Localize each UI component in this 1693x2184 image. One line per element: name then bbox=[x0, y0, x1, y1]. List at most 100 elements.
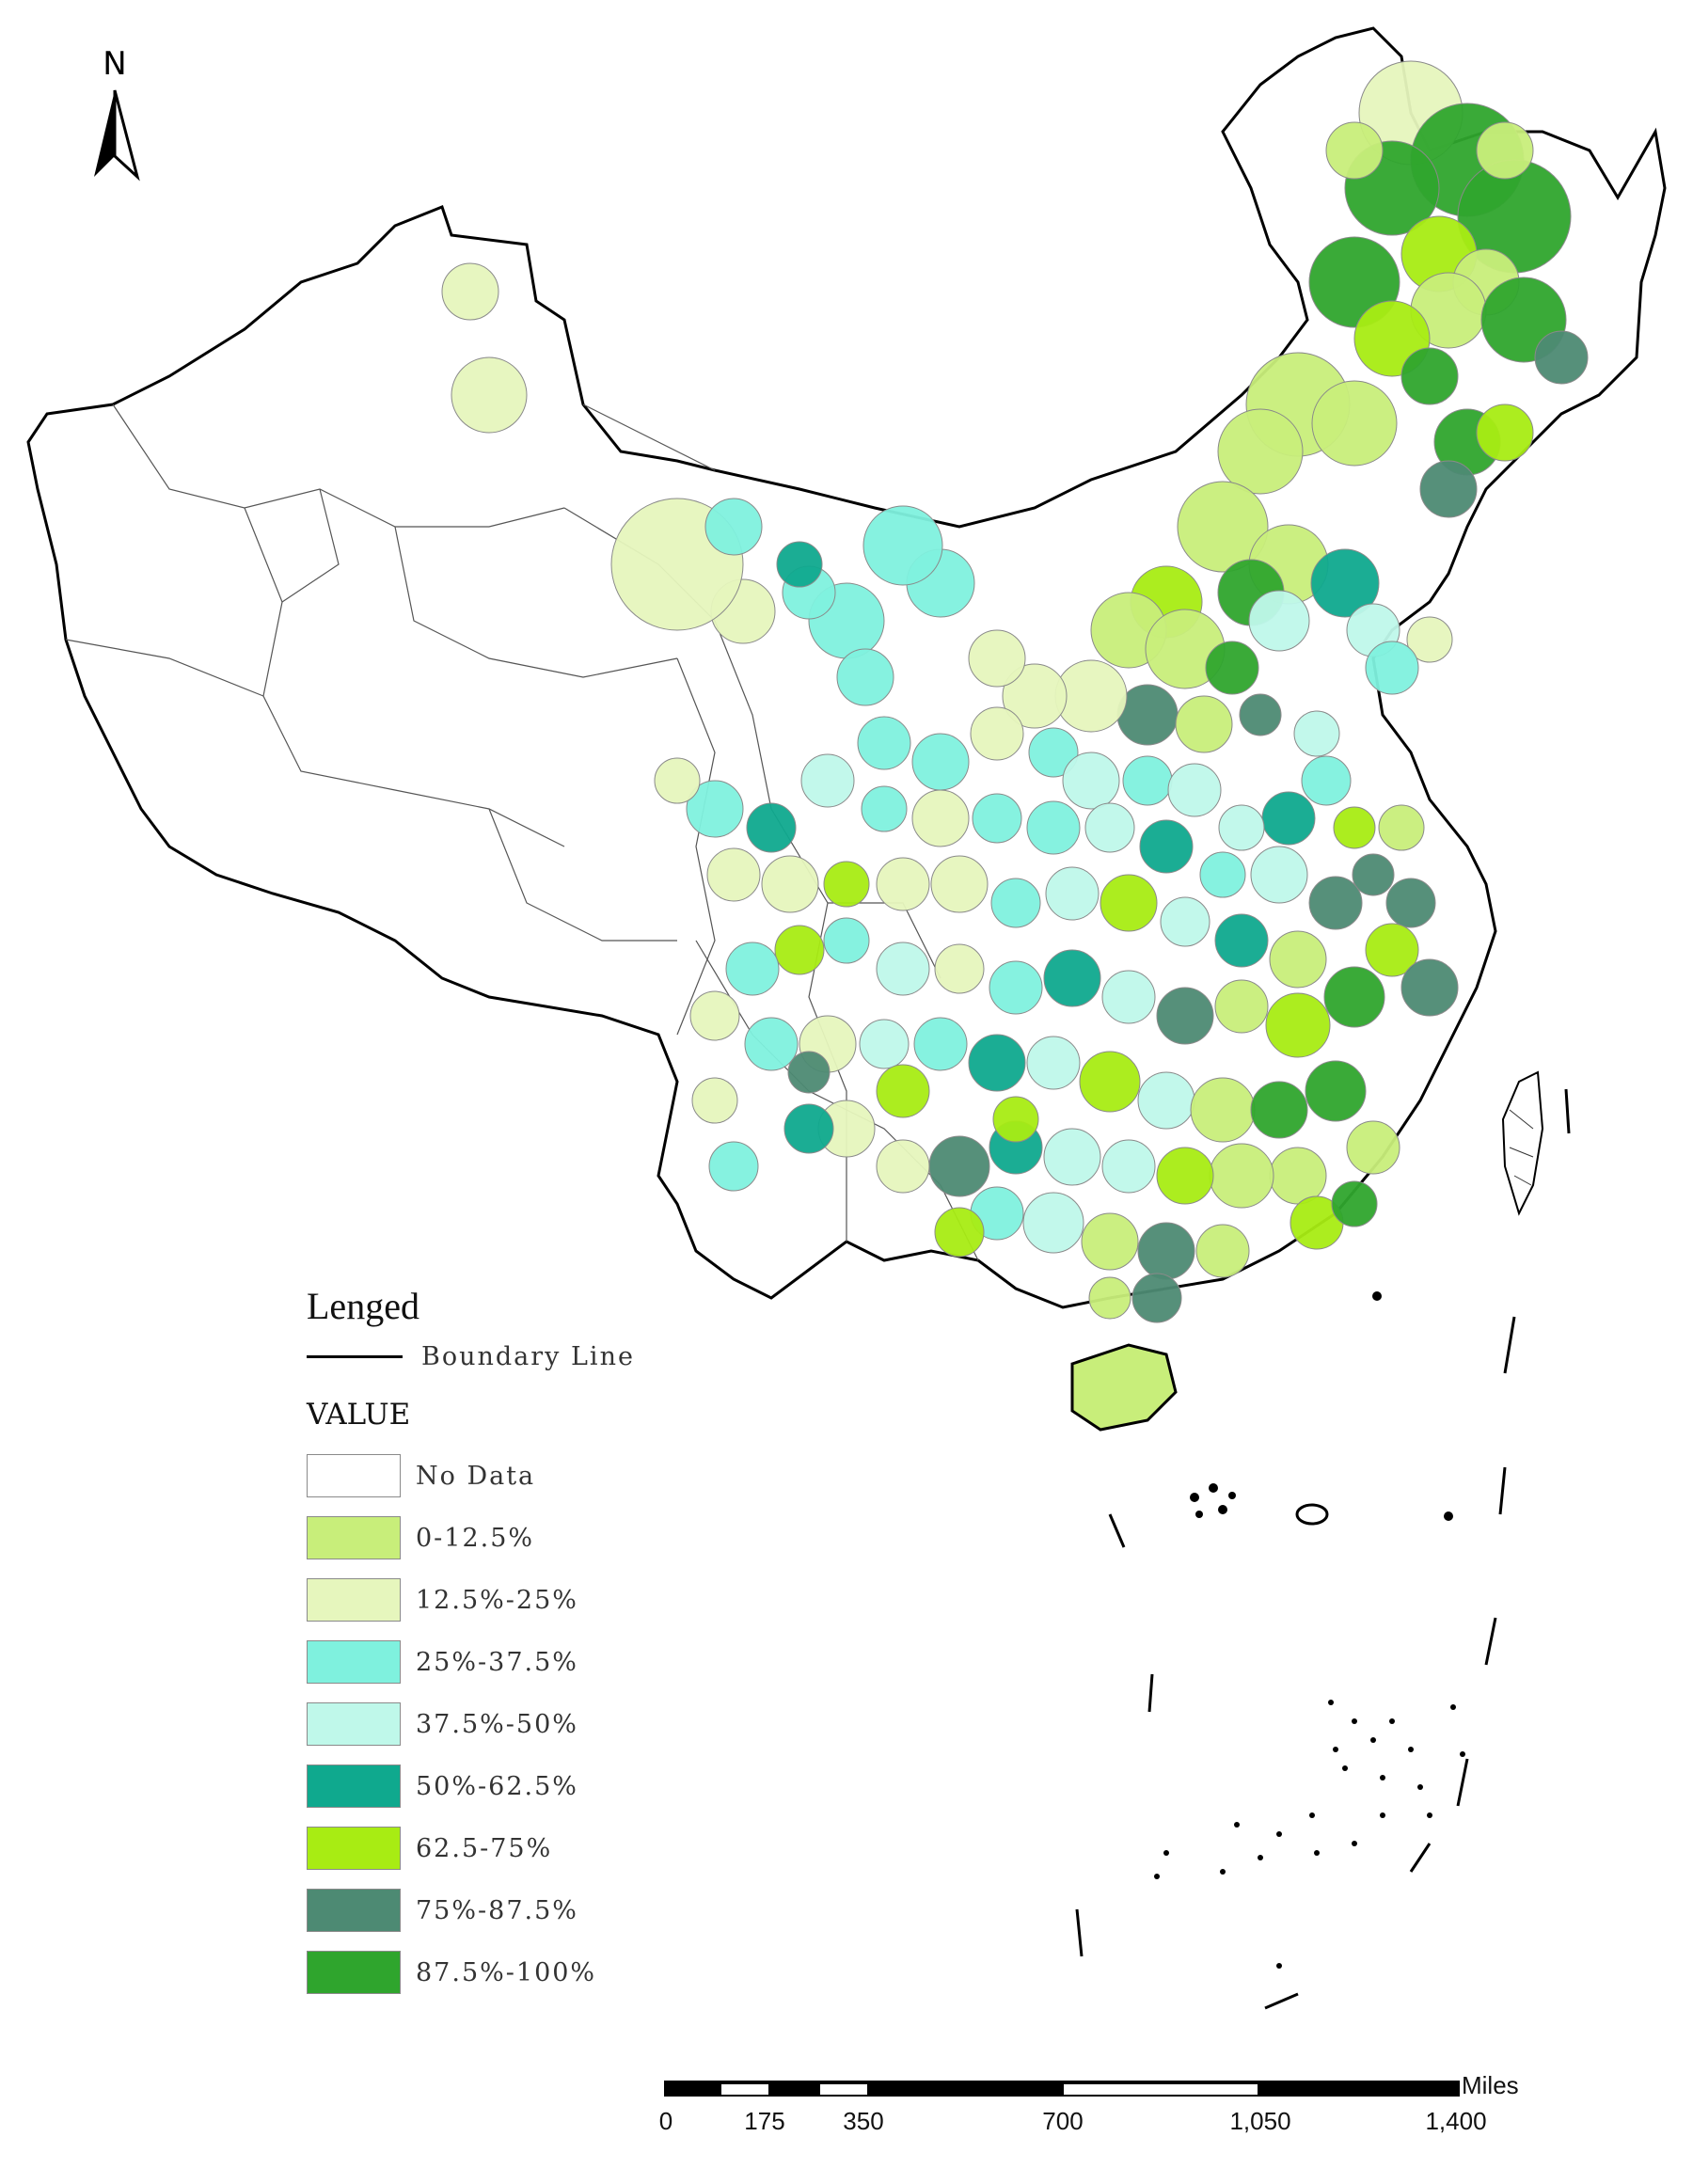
region-patch bbox=[787, 1051, 831, 1094]
legend-swatch bbox=[307, 1951, 401, 1994]
region-patch bbox=[989, 960, 1043, 1015]
legend-item: 50%-62.5% bbox=[307, 1755, 702, 1817]
scale-tick: 1,400 bbox=[1425, 2107, 1487, 2135]
legend: Lenged Boundary Line VALUE No Data 0-12.… bbox=[307, 1284, 702, 2003]
scale-tick: 0 bbox=[658, 2107, 673, 2135]
region-patch bbox=[1406, 616, 1453, 663]
region-patch bbox=[928, 1135, 990, 1197]
region-patch bbox=[1333, 806, 1376, 849]
region-patch bbox=[1043, 1128, 1101, 1186]
legend-item: 0-12.5% bbox=[307, 1507, 702, 1569]
region-patch bbox=[1365, 641, 1419, 695]
legend-swatch bbox=[307, 1702, 401, 1746]
region-patch bbox=[451, 356, 528, 434]
region-patch bbox=[691, 1077, 738, 1124]
region-patch bbox=[1248, 590, 1310, 652]
region-patch bbox=[861, 785, 908, 832]
region-patch bbox=[876, 942, 930, 996]
region-patch bbox=[725, 942, 780, 996]
region-patch bbox=[706, 847, 761, 902]
region-patch bbox=[1101, 970, 1156, 1024]
scale-tick: 700 bbox=[1042, 2107, 1084, 2135]
region-patch bbox=[876, 1139, 930, 1194]
region-patch bbox=[1079, 1051, 1141, 1113]
region-patch bbox=[1239, 693, 1282, 736]
scale-segment bbox=[721, 2084, 768, 2095]
scale-bar: Miles 0 175 350 700 1,050 1,400 bbox=[659, 2071, 1519, 2175]
region-patch bbox=[992, 1096, 1039, 1143]
region-patch bbox=[934, 943, 985, 994]
legend-item: 12.5%-25% bbox=[307, 1569, 702, 1631]
region-patch bbox=[1156, 1147, 1214, 1205]
region-patch bbox=[1214, 979, 1269, 1034]
region-patch bbox=[876, 857, 930, 911]
region-patch bbox=[934, 1207, 985, 1258]
region-patch bbox=[441, 262, 499, 321]
region-patch bbox=[913, 1017, 968, 1071]
region-patch bbox=[686, 780, 744, 838]
north-arrow: N bbox=[87, 45, 162, 186]
region-patch bbox=[1190, 1077, 1256, 1143]
region-patch bbox=[1325, 121, 1384, 180]
region-patch bbox=[1331, 1180, 1378, 1227]
legend-item-label: 62.5-75% bbox=[416, 1833, 553, 1863]
legend-item: 37.5%-50% bbox=[307, 1693, 702, 1755]
region-patch bbox=[1476, 121, 1534, 180]
small-islands bbox=[1154, 1291, 1465, 1969]
region-patch bbox=[1217, 408, 1304, 495]
region-patch bbox=[862, 505, 943, 586]
region-patch bbox=[1022, 1192, 1084, 1254]
region-patch bbox=[1269, 1147, 1327, 1205]
region-patch bbox=[823, 917, 870, 964]
legend-swatch bbox=[307, 1640, 401, 1684]
region-patch bbox=[1308, 876, 1363, 930]
region-patch bbox=[1043, 949, 1101, 1007]
legend-item-label: 50%-62.5% bbox=[416, 1771, 578, 1801]
north-label: N bbox=[103, 45, 127, 83]
region-patch bbox=[1419, 460, 1478, 518]
region-patch bbox=[1352, 853, 1395, 896]
legend-swatch bbox=[307, 1827, 401, 1870]
scale-tick: 175 bbox=[744, 2107, 785, 2135]
region-patch bbox=[704, 498, 763, 556]
legend-item: 75%-87.5% bbox=[307, 1879, 702, 1941]
scale-track bbox=[664, 2081, 1460, 2097]
region-patch bbox=[911, 733, 970, 791]
region-patch bbox=[1310, 548, 1380, 618]
region-patch bbox=[859, 1019, 910, 1069]
region-patch bbox=[1378, 804, 1425, 851]
region-patch bbox=[1365, 923, 1419, 977]
region-patch bbox=[1293, 710, 1340, 757]
legend-swatch bbox=[307, 1889, 401, 1932]
region-patch bbox=[1139, 819, 1194, 874]
legend-item-label: 37.5%-50% bbox=[416, 1709, 578, 1739]
region-patch bbox=[1137, 1222, 1195, 1280]
value-title: VALUE bbox=[307, 1398, 411, 1432]
boundary-line-entry: Boundary Line bbox=[307, 1336, 702, 1377]
legend-items: No Data 0-12.5% 12.5%-25% 25%-37.5% 37.5… bbox=[307, 1445, 702, 2003]
taiwan-island bbox=[1501, 1070, 1544, 1216]
region-patch bbox=[1101, 1139, 1156, 1194]
region-patch bbox=[1400, 958, 1459, 1017]
scale-tick: 1,050 bbox=[1229, 2107, 1291, 2135]
region-patch bbox=[776, 541, 823, 588]
north-arrow-icon bbox=[94, 89, 140, 182]
legend-swatch bbox=[307, 1454, 401, 1497]
boundary-line-label: Boundary Line bbox=[421, 1341, 635, 1371]
region-patch bbox=[1028, 727, 1079, 778]
legend-item-label: 12.5%-25% bbox=[416, 1585, 578, 1615]
legend-item: 62.5-75% bbox=[307, 1817, 702, 1879]
region-patch bbox=[970, 706, 1024, 761]
region-patch bbox=[1305, 1060, 1367, 1122]
scale-tick: 350 bbox=[843, 2107, 884, 2135]
region-patch bbox=[761, 855, 819, 913]
region-patch bbox=[1088, 1276, 1131, 1320]
legend-title: Lenged bbox=[307, 1285, 419, 1327]
legend-item: 25%-37.5% bbox=[307, 1631, 702, 1693]
region-patch bbox=[1084, 802, 1135, 853]
region-patch bbox=[1209, 1143, 1274, 1209]
legend-item-label: 87.5%-100% bbox=[416, 1957, 597, 1987]
region-patch bbox=[1250, 1081, 1308, 1139]
region-patch bbox=[876, 1064, 930, 1118]
